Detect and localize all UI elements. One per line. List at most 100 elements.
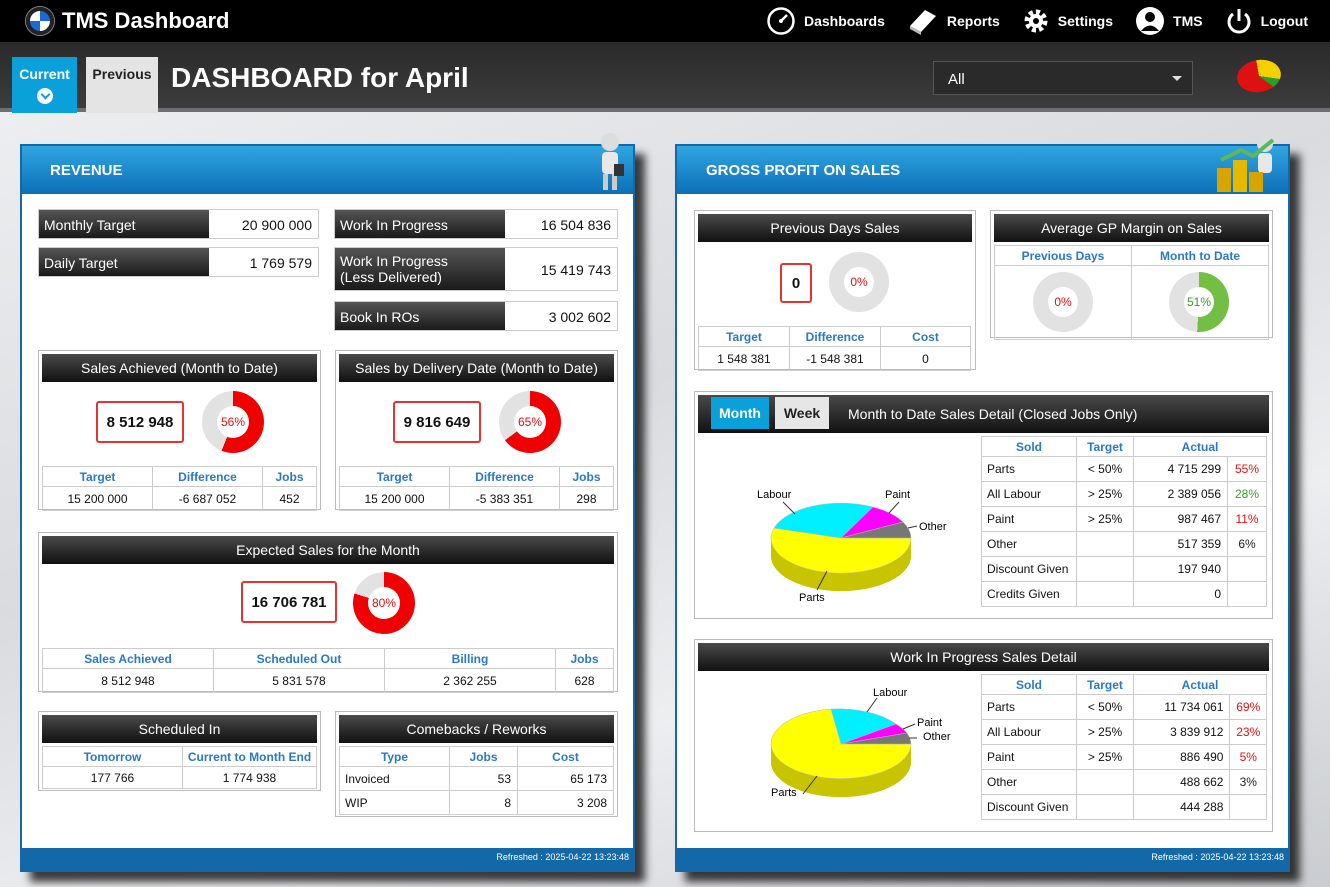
mtd-pie-label-parts: Parts [799, 592, 825, 602]
book-icon [909, 10, 936, 35]
scheduled-in-title: Scheduled In [42, 715, 317, 743]
revenue-refreshed: Refreshed : 2025-04-22 13:23:48 [22, 848, 633, 870]
table-row: Discount Given 444 288 [981, 794, 1267, 820]
gear-icon [1024, 9, 1048, 33]
nav-user[interactable]: TMS [1135, 6, 1203, 36]
wip-pie-slice-labour [830, 708, 897, 745]
expected-sales-table: Sales Achieved Scheduled Out Billing Jobs 8… [42, 648, 614, 693]
main-nav: Dashboards Reports Settings TMS Logout [766, 0, 1330, 42]
gross-profit-title: GROSS PROFIT ON SALES [677, 146, 1288, 194]
power-icon [1227, 9, 1251, 34]
speedometer-icon [767, 7, 795, 35]
tab-week[interactable]: Week [775, 397, 829, 429]
table-row: Paint > 25% 886 490 5% [981, 744, 1267, 770]
daily-target: Daily Target 1 769 579 [38, 247, 319, 277]
revenue-panel: REVENUE Monthly Target 20 900 000 Daily … [20, 133, 635, 872]
table-row: Parts < 50% 4 715 299 55% [981, 456, 1267, 482]
comebacks-title: Comebacks / Reworks [339, 715, 614, 743]
work-in-progress: Work In Progress 16 504 836 [334, 209, 618, 239]
wip-sales-detail-table: Sold Target Actual Parts < 50% 11 734 061 69%… [981, 674, 1267, 820]
avg-gp-margin-table: Previous Days Month to Date 0% 51% [994, 245, 1269, 340]
wip-pie-label-other: Other [923, 731, 951, 743]
wip-sales-detail-card: Work In Progress Sales Detail Labour Pai… [694, 639, 1273, 832]
filter-select[interactable]: All [933, 61, 1193, 95]
sub-header: Current Previous DASHBOARD for April All [0, 42, 1330, 113]
book-in-ros: Book In ROs 3 002 602 [334, 301, 618, 331]
wip-pie-slice-parts [770, 708, 912, 779]
wip-pie-label-paint: Paint [917, 717, 942, 729]
sales-achieved-value: 8 512 948 [96, 401, 184, 443]
previous-days-sales-title: Previous Days Sales [698, 214, 972, 242]
money-coins-icon [1217, 136, 1275, 192]
sales-delivery-title: Sales by Delivery Date (Month to Date) [339, 354, 614, 382]
mtd-pie-label-paint: Paint [885, 489, 910, 501]
gross-profit-panel: GROSS PROFIT ON SALES Previous Days Sale… [675, 136, 1290, 872]
mtd-pie-slice-parts [770, 527, 912, 574]
mtd-sales-detail-card: Month Week Month to Date Sales Detail (C… [694, 391, 1273, 619]
table-row: Parts < 50% 11 734 061 69% [981, 694, 1267, 720]
table-row: All Labour > 25% 2 389 056 28% [981, 481, 1267, 507]
nav-settings[interactable]: Settings [1022, 7, 1113, 35]
nav-logout[interactable]: Logout [1225, 7, 1308, 35]
page-title: DASHBOARD for April [171, 62, 469, 93]
sales-achieved-card: Sales Achieved (Month to Date) 8 512 948… [38, 350, 321, 511]
user-icon [1136, 7, 1165, 35]
table-row: Discount Given 197 940 [981, 556, 1267, 582]
wip-pie-chart: Labour Paint Other Parts [770, 687, 951, 799]
mtd-pie-slice-other [840, 521, 912, 539]
previous-days-sales-card: Previous Days Sales 0 0% Target Differenc… [694, 210, 976, 371]
tab-month[interactable]: Month [711, 397, 769, 429]
gp-previous-days-donut: 0% [1033, 272, 1093, 332]
mtd-sales-detail-title: Month to Date Sales Detail (Closed Jobs … [848, 406, 1138, 422]
wip-sales-detail-title: Work In Progress Sales Detail [698, 643, 1269, 671]
mtd-pie-label-other: Other [919, 521, 947, 533]
comebacks-table: Type Jobs Cost Invoiced 53 65 173 WIP 8 3 208 [339, 746, 614, 815]
sales-delivery-donut: 65% [499, 391, 561, 453]
businessman-icon [601, 133, 624, 190]
chevron-down-icon [36, 88, 53, 104]
mtd-pie-chart: Labour Paint Other Parts [757, 489, 947, 602]
expected-sales-donut: 80% [353, 572, 415, 634]
monthly-target: Monthly Target 20 900 000 [38, 209, 319, 239]
nav-dashboards[interactable]: Dashboards [766, 6, 885, 36]
gp-month-to-date-donut: 51% [1169, 272, 1229, 332]
mtd-sales-detail-table: Sold Target Actual Parts < 50% 4 715 299 55% A… [981, 436, 1267, 607]
mtd-pie-slice-labour [773, 502, 874, 539]
avg-gp-margin-card: Average GP Margin on Sales Previous Days… [990, 210, 1273, 340]
wip-pie-label-labour: Labour [873, 687, 908, 699]
pie-chart-icon[interactable] [1234, 56, 1284, 96]
table-row: Other 517 359 6% [981, 531, 1267, 557]
nav-reports[interactable]: Reports [907, 6, 1000, 36]
sales-delivery-value: 9 816 649 [393, 401, 481, 443]
caret-down-icon [1172, 76, 1182, 81]
comebacks-card: Comebacks / Reworks Type Jobs Cost Invoice… [335, 711, 618, 817]
sales-achieved-title: Sales Achieved (Month to Date) [42, 354, 317, 382]
avg-gp-margin-title: Average GP Margin on Sales [994, 214, 1269, 242]
sales-achieved-table: Target Difference Jobs 15 200 000 -6 687 05… [42, 466, 317, 511]
table-row: Other 488 662 3% [981, 769, 1267, 795]
table-row: Paint > 25% 987 467 11% [981, 506, 1267, 532]
previous-days-sales-value: 0 [780, 263, 812, 303]
tab-current[interactable]: Current [12, 57, 77, 113]
sales-achieved-donut: 56% [202, 391, 264, 453]
work-in-progress-less-delivered: Work In Progress (Less Delivered) 15 419… [334, 247, 618, 291]
bmw-logo-icon [26, 7, 54, 35]
app-title: TMS Dashboard [62, 8, 230, 33]
sales-delivery-table: Target Difference Jobs 15 200 000 -5 383 35… [339, 466, 614, 511]
previous-days-sales-donut: 0% [829, 252, 889, 312]
revenue-title: REVENUE [22, 146, 633, 194]
expected-sales-title: Expected Sales for the Month [42, 536, 614, 564]
previous-days-sales-table: Target Difference Cost 1 548 381 -1 548 381… [698, 326, 971, 371]
expected-sales-value: 16 706 781 [241, 581, 337, 623]
gross-refreshed: Refreshed : 2025-04-22 13:23:48 [677, 848, 1288, 870]
table-row: All Labour > 25% 3 839 912 23% [981, 719, 1267, 745]
wip-pie-label-parts: Parts [771, 787, 797, 799]
table-row: Credits Given 0 [981, 581, 1267, 607]
mtd-pie-label-labour: Labour [757, 489, 792, 501]
top-bar: TMS Dashboard Dashboards Reports Setting… [0, 0, 1330, 42]
scheduled-in-card: Scheduled In Tomorrow Current to Month En… [38, 711, 321, 791]
sales-delivery-card: Sales by Delivery Date (Month to Date) 9… [335, 350, 618, 511]
expected-sales-card: Expected Sales for the Month 16 706 781 … [38, 532, 618, 693]
tab-previous[interactable]: Previous [86, 57, 158, 113]
scheduled-in-table: Tomorrow Current to Month End 177 766 1 77… [42, 746, 317, 789]
